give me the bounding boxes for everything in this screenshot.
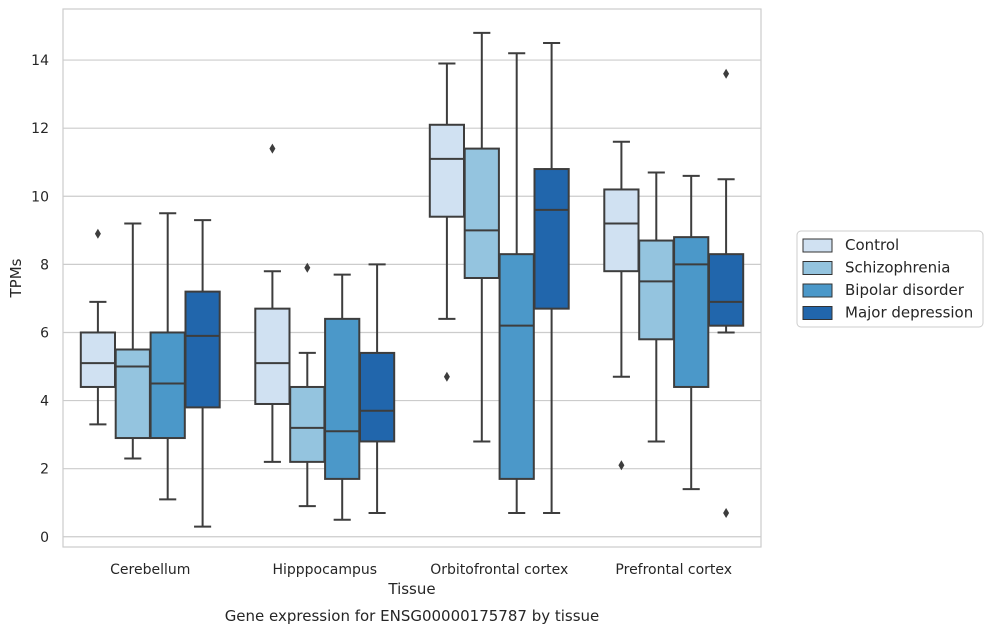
outlier-point bbox=[723, 68, 730, 79]
outlier-point bbox=[94, 228, 101, 239]
box-plot-area bbox=[79, 31, 745, 528]
y-tick-label: 10 bbox=[31, 189, 49, 205]
y-axis-label: TPMs bbox=[7, 258, 25, 298]
box-plot bbox=[498, 52, 535, 514]
outlier-point bbox=[443, 371, 450, 382]
box-plot bbox=[603, 140, 640, 471]
box-plot bbox=[324, 273, 361, 521]
box-plot bbox=[79, 228, 117, 426]
legend: Control Schizophrenia Bipolar disorder Majo… bbox=[796, 230, 984, 328]
y-axis-ticks: 0 2 4 6 8 10 12 14 bbox=[31, 53, 49, 546]
outlier-point bbox=[618, 460, 625, 471]
box-plot bbox=[707, 68, 745, 518]
y-tick-label: 4 bbox=[40, 394, 49, 410]
legend-swatch bbox=[802, 306, 833, 320]
box-plot bbox=[254, 143, 291, 463]
box-plot bbox=[358, 263, 396, 514]
box bbox=[114, 348, 151, 440]
y-tick-label: 12 bbox=[31, 121, 49, 137]
x-tick-label: Prefrontal cortex bbox=[615, 562, 732, 578]
box bbox=[79, 331, 117, 388]
x-axis-ticks: Cerebellum Hipppocampus Orbitofrontal cort… bbox=[110, 562, 732, 578]
y-tick-label: 8 bbox=[40, 257, 49, 273]
box bbox=[533, 168, 570, 310]
x-tick-label: Orbitofrontal cortex bbox=[430, 562, 568, 578]
legend-label: Control bbox=[845, 236, 899, 254]
box-plot bbox=[673, 174, 710, 491]
box bbox=[707, 253, 745, 327]
x-tick-label: Cerebellum bbox=[110, 562, 190, 578]
x-axis-label: Tissue bbox=[387, 580, 435, 598]
box bbox=[673, 236, 710, 388]
box bbox=[498, 253, 535, 480]
plot-frame bbox=[62, 8, 762, 548]
box bbox=[638, 239, 675, 341]
legend-frame bbox=[796, 230, 984, 328]
box bbox=[463, 147, 500, 279]
chart-title: Gene expression for ENSG00000175787 by t… bbox=[225, 607, 600, 625]
outlier-point bbox=[723, 507, 730, 518]
box-plot bbox=[428, 62, 466, 382]
y-tick-label: 0 bbox=[40, 530, 49, 546]
box bbox=[324, 317, 361, 480]
outlier-point bbox=[304, 262, 311, 273]
box-plot bbox=[533, 42, 570, 514]
legend-swatch bbox=[802, 283, 833, 298]
y-tick-label: 6 bbox=[40, 325, 49, 341]
legend-label: Major depression bbox=[845, 304, 973, 322]
box-plot bbox=[289, 262, 326, 508]
box bbox=[289, 385, 326, 463]
box-plot bbox=[114, 222, 151, 460]
box-plot bbox=[149, 212, 186, 501]
box bbox=[428, 123, 466, 218]
box bbox=[603, 188, 640, 273]
x-tick-label: Hipppocampus bbox=[272, 562, 377, 578]
box-plot bbox=[638, 171, 675, 443]
y-tick-label: 14 bbox=[31, 53, 49, 69]
box bbox=[254, 307, 291, 405]
legend-label: Bipolar disorder bbox=[845, 281, 965, 299]
box-plot bbox=[463, 31, 500, 443]
legend-swatch bbox=[802, 261, 833, 275]
box bbox=[184, 290, 221, 409]
outlier-point bbox=[269, 143, 276, 154]
legend-swatch bbox=[802, 238, 833, 253]
legend-label: Schizophrenia bbox=[845, 259, 950, 277]
box bbox=[358, 351, 396, 443]
box-plot bbox=[184, 219, 221, 528]
box bbox=[149, 331, 186, 440]
y-tick-label: 2 bbox=[40, 462, 49, 478]
